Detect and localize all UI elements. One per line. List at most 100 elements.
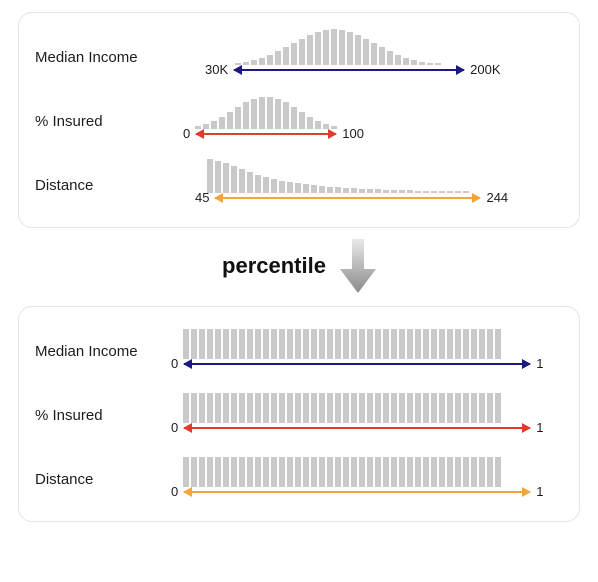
histogram-bar bbox=[367, 393, 373, 423]
histogram-bar bbox=[471, 329, 477, 359]
histogram-bar bbox=[215, 329, 221, 359]
histogram-bar bbox=[183, 457, 189, 487]
variable-label: Median Income bbox=[35, 49, 165, 66]
histogram-bar bbox=[207, 329, 213, 359]
variable-row: % Insured0100 bbox=[35, 89, 563, 153]
range-arrow: 01 bbox=[171, 484, 543, 499]
histogram-bar bbox=[247, 329, 253, 359]
double-arrow-icon bbox=[196, 133, 336, 135]
histogram-bar bbox=[355, 35, 361, 65]
histogram-bar bbox=[407, 393, 413, 423]
histogram-bar bbox=[399, 329, 405, 359]
histogram bbox=[183, 457, 501, 487]
histogram-bar bbox=[383, 393, 389, 423]
variable-chart: 01 bbox=[165, 385, 563, 445]
range-max-label: 244 bbox=[486, 190, 508, 205]
histogram-bar bbox=[247, 393, 253, 423]
histogram-bar bbox=[339, 30, 345, 65]
variable-label: Median Income bbox=[35, 343, 165, 360]
variable-row: Distance 45 244 bbox=[35, 153, 563, 217]
histogram-bar bbox=[279, 329, 285, 359]
histogram-bar bbox=[463, 393, 469, 423]
variable-row: % Insured01 bbox=[35, 383, 563, 447]
range-min-label: 45 bbox=[195, 190, 209, 205]
histogram-bar bbox=[263, 393, 269, 423]
histogram-bar bbox=[327, 329, 333, 359]
histogram-bar bbox=[487, 329, 493, 359]
histogram-bar bbox=[455, 393, 461, 423]
histogram-bar bbox=[335, 457, 341, 487]
histogram-bar bbox=[487, 457, 493, 487]
histogram-bar bbox=[303, 393, 309, 423]
range-min-label: 30K bbox=[205, 62, 228, 77]
histogram-bar bbox=[375, 393, 381, 423]
histogram-bar bbox=[231, 329, 237, 359]
histogram-bar bbox=[479, 329, 485, 359]
histogram bbox=[207, 159, 469, 193]
histogram-bar bbox=[259, 97, 265, 129]
histogram-bar bbox=[295, 457, 301, 487]
variable-chart: 30K 200K bbox=[165, 27, 563, 87]
histogram-bar bbox=[471, 393, 477, 423]
histogram-bar bbox=[311, 457, 317, 487]
double-arrow-icon bbox=[234, 69, 464, 71]
histogram-bar bbox=[287, 329, 293, 359]
histogram-bar bbox=[319, 457, 325, 487]
variable-label: % Insured bbox=[35, 407, 165, 424]
histogram-bar bbox=[423, 393, 429, 423]
variable-label: Distance bbox=[35, 177, 165, 194]
histogram-bar bbox=[323, 30, 329, 65]
histogram-bar bbox=[495, 329, 501, 359]
histogram-bar bbox=[199, 393, 205, 423]
range-min-label: 0 bbox=[171, 484, 178, 499]
histogram-bar bbox=[215, 457, 221, 487]
histogram-bar bbox=[359, 393, 365, 423]
variable-label: Distance bbox=[35, 471, 165, 488]
figure: Median Income30K200K% Insured0100Distanc… bbox=[0, 0, 598, 582]
histogram-bar bbox=[351, 393, 357, 423]
histogram-bar bbox=[343, 457, 349, 487]
histogram-bar bbox=[231, 166, 237, 193]
histogram-bar bbox=[319, 329, 325, 359]
transform-label: percentile bbox=[222, 253, 326, 279]
histogram-bar bbox=[335, 329, 341, 359]
histogram-bar bbox=[423, 329, 429, 359]
histogram-bar bbox=[407, 457, 413, 487]
range-max-label: 1 bbox=[536, 420, 543, 435]
histogram-bar bbox=[319, 393, 325, 423]
histogram-bar bbox=[267, 97, 273, 129]
double-arrow-icon bbox=[215, 197, 480, 199]
histogram-bar bbox=[327, 393, 333, 423]
histogram-bar bbox=[239, 457, 245, 487]
histogram-bar bbox=[471, 457, 477, 487]
variable-chart: 01 bbox=[165, 321, 563, 381]
histogram-bar bbox=[303, 329, 309, 359]
histogram-bar bbox=[191, 457, 197, 487]
histogram-bar bbox=[215, 161, 221, 193]
histogram-bar bbox=[347, 32, 353, 65]
histogram-bar bbox=[495, 393, 501, 423]
histogram-bar bbox=[223, 457, 229, 487]
histogram-bar bbox=[423, 457, 429, 487]
histogram-bar bbox=[367, 329, 373, 359]
range-arrow: 0100 bbox=[183, 126, 364, 141]
histogram-bar bbox=[239, 329, 245, 359]
percentile-distributions-panel: Median Income01% Insured01Distance01 bbox=[18, 306, 580, 522]
histogram-bar bbox=[343, 393, 349, 423]
histogram-bar bbox=[295, 329, 301, 359]
histogram-bar bbox=[375, 329, 381, 359]
histogram-bar bbox=[255, 457, 261, 487]
histogram-bar bbox=[383, 457, 389, 487]
range-min-label: 0 bbox=[171, 420, 178, 435]
histogram-bar bbox=[191, 393, 197, 423]
histogram-bar bbox=[327, 457, 333, 487]
histogram-bar bbox=[247, 457, 253, 487]
histogram-bar bbox=[315, 32, 321, 65]
range-min-label: 0 bbox=[183, 126, 190, 141]
histogram-bar bbox=[263, 329, 269, 359]
histogram-bar bbox=[331, 29, 337, 65]
range-max-label: 200K bbox=[470, 62, 500, 77]
histogram-bar bbox=[415, 329, 421, 359]
histogram-bar bbox=[207, 393, 213, 423]
histogram-bar bbox=[335, 393, 341, 423]
